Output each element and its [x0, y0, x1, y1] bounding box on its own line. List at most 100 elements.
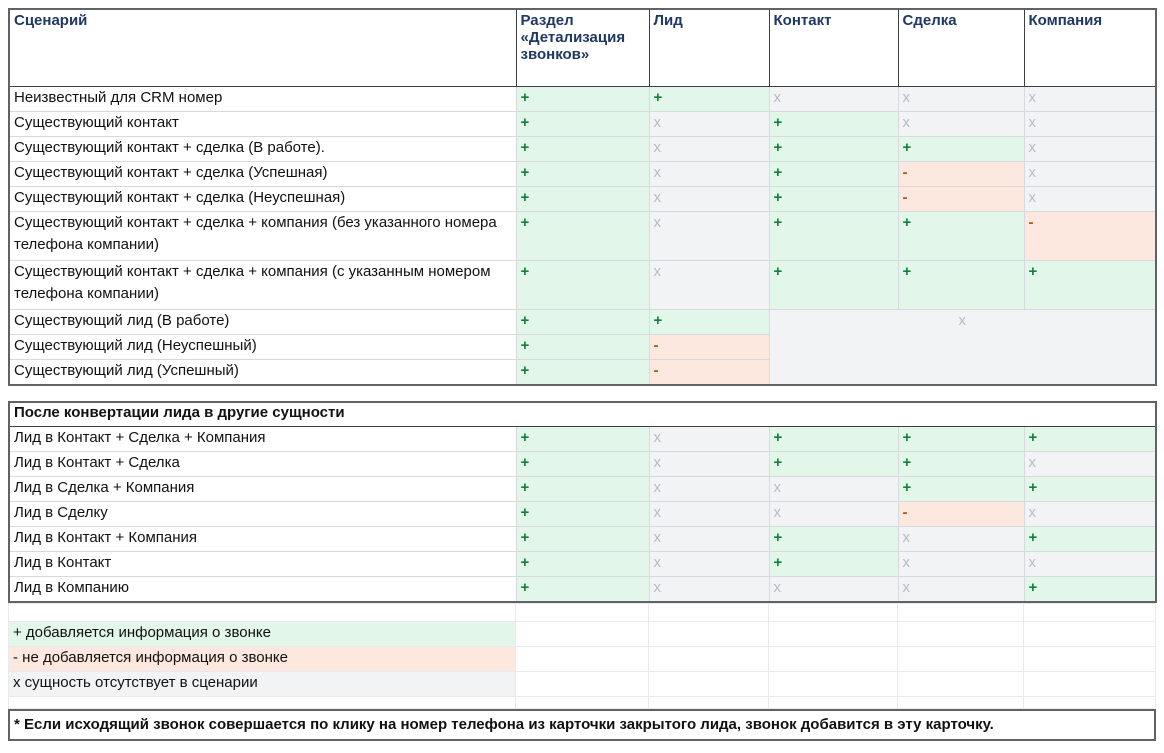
marker-cell: x [648, 576, 770, 603]
marker-cell: x [648, 186, 770, 212]
marker-cell: + [768, 211, 899, 261]
table-row: Лид в Сделка + Компания + x x + + [8, 476, 1157, 502]
marker-cell: x [897, 86, 1025, 112]
table-row: Лид в Контакт + Сделка + x + + x [8, 451, 1157, 477]
marker-cell: + [768, 186, 899, 212]
marker-cell: + [515, 309, 650, 335]
marker-cell: + [768, 451, 899, 477]
marker-cell: + [515, 526, 650, 552]
marker-cell: + [768, 111, 899, 137]
col-header-lead: Лид [648, 8, 770, 87]
marker-cell: x [648, 136, 770, 162]
empty-cell [768, 671, 898, 697]
scenario-label: Существующий лид (В работе) [8, 309, 517, 335]
table-row: Существующий контакт + сделка (В работе)… [8, 136, 1157, 162]
marker-cell: x [648, 551, 770, 577]
empty-cell [1023, 696, 1156, 709]
marker-cell: + [515, 111, 650, 137]
col-header-call-details: Раздел «Детализация звонков» [515, 8, 650, 87]
empty-cell [648, 646, 769, 672]
marker-cell: x [1023, 501, 1157, 527]
empty-cell [1023, 646, 1156, 672]
marker-cell: + [1023, 526, 1157, 552]
marker-cell: + [768, 161, 899, 187]
empty-cell [515, 621, 649, 647]
legend-item: + добавляется информация о звонке [8, 621, 516, 647]
empty-cell [897, 671, 1024, 697]
empty-cell [897, 646, 1024, 672]
scenario-label: Существующий контакт + сделка + компания… [8, 260, 517, 310]
table-row: Существующий контакт + сделка + компания… [8, 260, 1157, 310]
marker-cell: x [648, 426, 770, 452]
marker-cell: + [515, 576, 650, 603]
marker-cell: x [648, 211, 770, 261]
marker-cell: - [648, 334, 770, 360]
marker-cell: + [768, 526, 899, 552]
marker-cell: + [515, 359, 650, 386]
scenario-label: Существующий лид (Неуспешный) [8, 334, 517, 360]
marker-cell: + [768, 551, 899, 577]
col-header-contact: Контакт [768, 8, 899, 87]
scenario-label: Лид в Контакт + Сделка + Компания [8, 426, 517, 452]
empty-cell [515, 671, 649, 697]
marker-cell: x [648, 451, 770, 477]
marker-cell: + [648, 86, 770, 112]
table-row: Существующий лид (Успешный) + - [8, 359, 1156, 386]
marker-cell: + [515, 136, 650, 162]
marker-cell: + [515, 260, 650, 310]
empty-cell [768, 646, 898, 672]
empty-cell [897, 696, 1024, 709]
marker-cell: + [1023, 476, 1157, 502]
header-row: Сценарий Раздел «Детализация звонков» Ли… [8, 8, 1157, 87]
table-row: Лид в Контакт + Сделка + Компания + x + + + [8, 426, 1157, 452]
marker-cell: + [515, 161, 650, 187]
scenario-label: Существующий контакт [8, 111, 517, 137]
marker-cell: - [897, 186, 1025, 212]
section-title: После конвертации лида в другие сущности [8, 401, 1157, 427]
scenario-label: Неизвестный для CRM номер [8, 86, 517, 112]
scenario-table: Сценарий Раздел «Детализация звонков» Ли… [8, 8, 1157, 386]
empty-cell [648, 603, 769, 622]
table-row: Лид в Сделку + x x - x [8, 501, 1157, 527]
marker-cell: + [1023, 576, 1157, 603]
empty-cell [8, 603, 516, 622]
empty-grid-row [8, 696, 1156, 709]
marker-cell: x [897, 576, 1025, 603]
marker-cell: x [897, 551, 1025, 577]
marker-cell: + [897, 260, 1025, 310]
marker-cell: + [897, 136, 1025, 162]
marker-cell: + [768, 426, 899, 452]
scenario-label: Лид в Контакт [8, 551, 517, 577]
scenario-label: Существующий контакт + сделка + компания… [8, 211, 517, 261]
marker-cell: + [648, 309, 770, 335]
table-row: Лид в Контакт + Компания + x + x + [8, 526, 1157, 552]
scenario-label: Существующий контакт + сделка (В работе)… [8, 136, 517, 162]
empty-cell [515, 696, 649, 709]
table-row: Неизвестный для CRM номер + + x x x [8, 86, 1157, 112]
marker-cell: x [768, 86, 899, 112]
marker-cell: + [1023, 260, 1157, 310]
legend-item: - не добавляется информация о звонке [8, 646, 516, 672]
col-header-scenario: Сценарий [8, 8, 517, 87]
marker-cell: + [515, 426, 650, 452]
marker-cell: + [515, 334, 650, 360]
empty-grid-row [8, 603, 1156, 622]
section-header-row: После конвертации лида в другие сущности [8, 401, 1157, 427]
marker-cell: + [897, 426, 1025, 452]
empty-cell [1023, 621, 1156, 647]
table-row: Существующий контакт + сделка (Неуспешна… [8, 186, 1157, 212]
table-gap [8, 386, 1156, 401]
marker-cell: x [648, 476, 770, 502]
empty-cell [8, 696, 516, 709]
marker-cell: - [897, 161, 1025, 187]
table-row: Лид в Компанию + x x x + [8, 576, 1157, 603]
marker-cell: x [1023, 551, 1157, 577]
table-row: Существующий лид (Неуспешный) + - [8, 334, 1156, 360]
marker-cell: + [515, 551, 650, 577]
legend-row: - не добавляется информация о звонке [8, 646, 1156, 672]
legend-grid: + добавляется информация о звонке - не до… [8, 603, 1156, 709]
marker-cell: x [648, 111, 770, 137]
marker-cell: + [897, 211, 1025, 261]
marker-cell: + [515, 476, 650, 502]
marker-cell: x [768, 501, 899, 527]
